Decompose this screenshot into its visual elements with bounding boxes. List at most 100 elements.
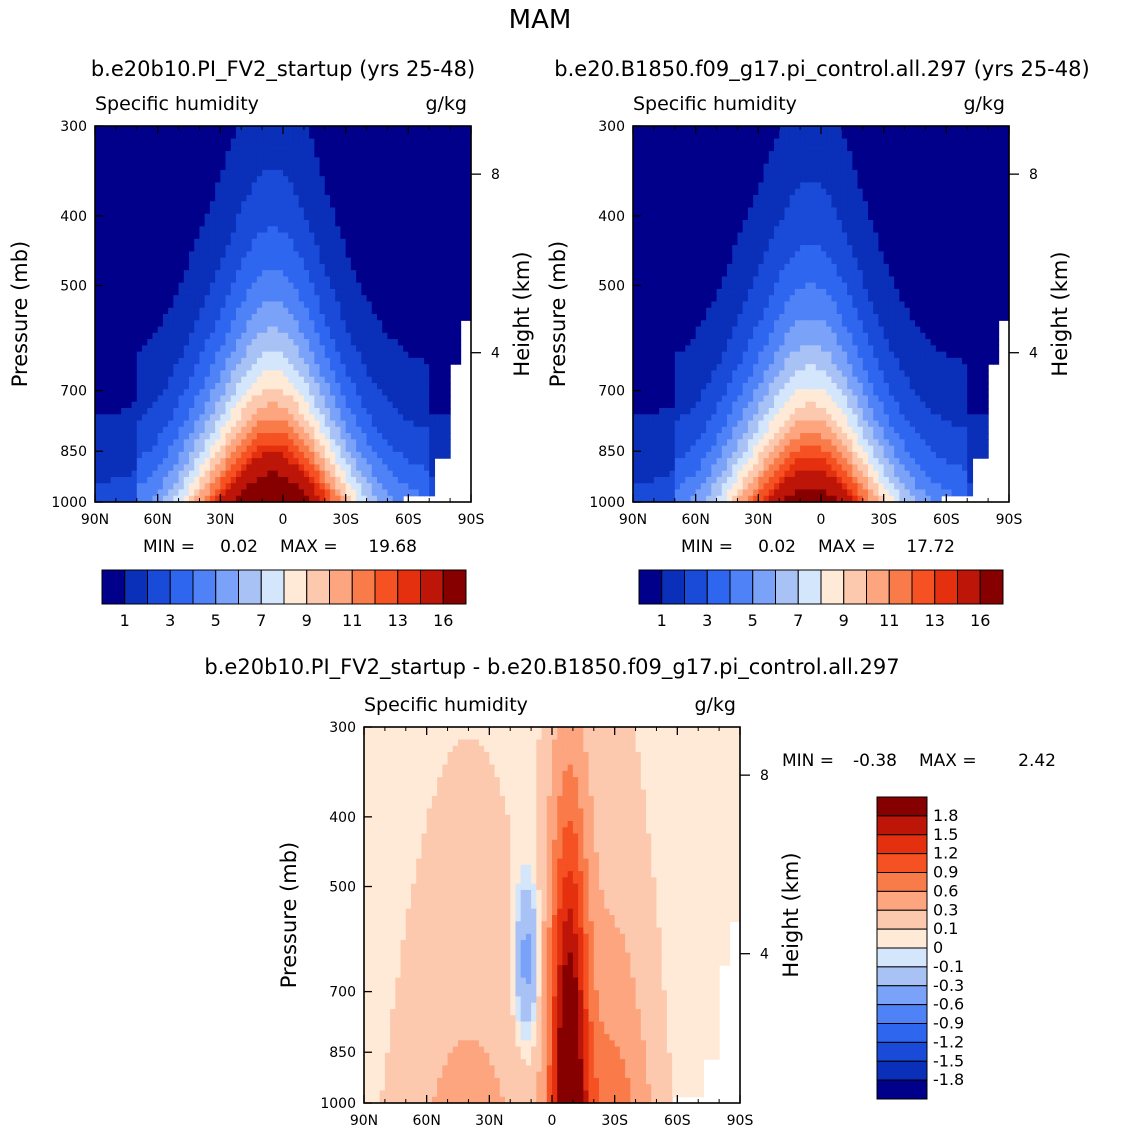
contour-cell <box>340 151 346 158</box>
contour-cell <box>288 439 294 446</box>
contour-cell <box>414 452 420 459</box>
contour-cell <box>111 395 117 402</box>
contour-cell <box>288 395 294 402</box>
contour-cell <box>852 151 858 158</box>
contour-cell <box>393 145 399 152</box>
contour-cell <box>267 283 273 290</box>
contour-cell <box>147 170 153 177</box>
contour-cell <box>408 489 414 496</box>
contour-cell <box>330 402 336 409</box>
contour-cell <box>215 251 221 258</box>
contour-cell <box>455 233 461 240</box>
contour-cell <box>116 276 122 283</box>
contour-cell <box>152 195 158 202</box>
contour-cell <box>377 214 383 221</box>
contour-cell <box>293 421 299 428</box>
contour-cell <box>863 157 869 164</box>
contour-cell <box>278 170 284 177</box>
contour-cell <box>116 452 122 459</box>
contour-cell <box>173 458 179 465</box>
contour-cell <box>414 270 420 277</box>
contour-cell <box>283 452 289 459</box>
contour-cell <box>262 289 268 296</box>
contour-cell <box>414 483 420 490</box>
contour-cell <box>461 258 467 265</box>
contour-cell <box>659 151 665 158</box>
contour-cell <box>158 439 164 446</box>
contour-cell <box>633 126 639 133</box>
contour-cell <box>414 352 420 359</box>
contour-cell <box>920 132 926 139</box>
contour-cell <box>220 439 226 446</box>
contour-cell <box>179 157 185 164</box>
contour-cell <box>356 220 362 227</box>
contour-cell <box>147 414 153 421</box>
x-tick-label: 60N <box>144 512 172 528</box>
contour-cell <box>361 239 367 246</box>
contour-cell <box>858 132 864 139</box>
contour-cell <box>288 145 294 152</box>
contour-cell <box>382 402 388 409</box>
contour-cell <box>236 164 242 171</box>
contour-cell <box>116 164 122 171</box>
contour-cell <box>210 320 216 327</box>
contour-cell <box>424 301 430 308</box>
contour-cell <box>367 370 373 377</box>
figure: MAM b.e20b10.PI_FV2_startup (yrs 25-48) … <box>0 0 1136 1140</box>
colorbar-swatch <box>330 570 353 604</box>
contour-cell <box>158 258 164 265</box>
contour-cell <box>335 402 341 409</box>
contour-cell <box>163 308 169 315</box>
contour-cell <box>205 220 211 227</box>
contour-cell <box>273 433 279 440</box>
contour-cell <box>377 339 383 346</box>
contour-cell <box>273 276 279 283</box>
contour-cell <box>179 301 185 308</box>
contour-cell <box>309 170 315 177</box>
contour-cell <box>414 207 420 214</box>
contour-cell <box>398 383 404 390</box>
contour-cell <box>278 446 284 453</box>
contour-cell <box>231 264 237 271</box>
contour-cell <box>179 239 185 246</box>
contour-cell <box>121 264 127 271</box>
contour-cell <box>351 170 357 177</box>
contour-cell <box>314 301 320 308</box>
contour-cell <box>105 270 111 277</box>
contour-cell <box>335 395 341 402</box>
contour-cell <box>132 439 138 446</box>
contour-cell <box>210 276 216 283</box>
contour-cell <box>246 283 252 290</box>
contour-cell <box>978 176 984 183</box>
contour-cell <box>184 446 190 453</box>
contour-cell <box>173 276 179 283</box>
contour-cell <box>252 308 258 315</box>
contour-cell <box>429 176 435 183</box>
contour-cell <box>163 314 169 321</box>
contour-cell <box>351 452 357 459</box>
contour-cell <box>121 189 127 196</box>
contour-cell <box>278 251 284 258</box>
contour-cell <box>199 364 205 371</box>
contour-cell <box>748 145 754 152</box>
contour-cell <box>330 245 336 252</box>
contour-cell <box>236 239 242 246</box>
contour-cell <box>821 176 827 183</box>
contour-cell <box>278 308 284 315</box>
contour-cell <box>262 352 268 359</box>
contour-cell <box>387 176 393 183</box>
contour-cell <box>199 352 205 359</box>
contour-cell <box>408 339 414 346</box>
contour-cell <box>163 427 169 434</box>
contour-cell <box>398 377 404 384</box>
contour-cell <box>215 458 221 465</box>
contour-cell <box>111 389 117 396</box>
contour-cell <box>325 270 331 277</box>
contour-cell <box>179 176 185 183</box>
contour-cell <box>152 245 158 252</box>
contour-cell <box>137 439 143 446</box>
contour-cell <box>147 301 153 308</box>
contour-cell <box>382 421 388 428</box>
contour-cell <box>737 157 743 164</box>
contour-cell <box>293 226 299 233</box>
